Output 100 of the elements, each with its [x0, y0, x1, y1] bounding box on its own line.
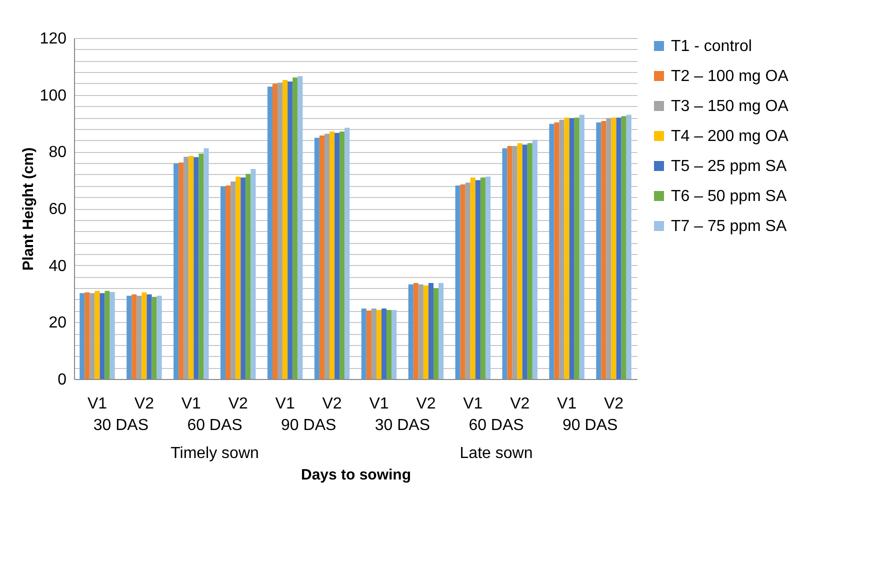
bar — [104, 290, 110, 379]
x-tick-label: V1 — [369, 396, 389, 412]
text: 60 DAS — [468, 417, 524, 434]
bar — [236, 176, 241, 379]
bar — [485, 176, 490, 379]
bar — [366, 310, 372, 379]
bar — [423, 286, 428, 379]
bar — [606, 118, 612, 379]
x-tick-label: V2 — [134, 396, 154, 412]
bar — [433, 288, 439, 379]
bar — [460, 184, 466, 379]
bar — [438, 282, 444, 379]
legend-label: T1 - control — [671, 38, 752, 55]
bar — [324, 134, 330, 379]
bar — [226, 185, 231, 379]
bar — [517, 143, 522, 379]
text: 90 DAS — [281, 417, 336, 434]
y-tick-label: 80 — [48, 144, 67, 162]
bar — [298, 76, 303, 379]
legend-label: T5 – 25 ppm SA — [671, 158, 787, 175]
x-tick-label: V1 — [463, 396, 483, 412]
text: 30 DAS — [374, 417, 430, 434]
bar — [152, 296, 157, 379]
y-axis-title: Plant Height (cm) — [20, 147, 37, 271]
bar — [596, 122, 602, 379]
legend-label: T7 – 75 ppm SA — [671, 218, 787, 235]
bar — [142, 292, 147, 379]
bar — [574, 118, 580, 379]
bar — [344, 128, 350, 379]
bar — [246, 174, 251, 379]
x-tick-label: V1 — [87, 396, 108, 412]
bar — [381, 308, 387, 379]
x-tick-label: V1 — [275, 396, 295, 412]
bar — [272, 84, 278, 379]
bar — [621, 116, 626, 379]
bar — [90, 293, 95, 379]
legend-label: T3 – 150 mg OA — [671, 98, 789, 115]
text: 90 DAS — [562, 417, 618, 434]
bar — [292, 78, 298, 379]
bar — [282, 80, 288, 379]
bar — [174, 163, 179, 379]
bar — [178, 162, 184, 379]
bar — [198, 154, 204, 379]
bar — [413, 282, 418, 379]
bar — [559, 120, 564, 379]
x-tick-label: V1 — [181, 396, 202, 412]
bar — [194, 157, 199, 379]
bar — [502, 148, 508, 379]
bar — [110, 292, 115, 379]
bar — [392, 310, 397, 379]
bar — [361, 308, 366, 379]
bar — [507, 146, 512, 379]
bar — [204, 148, 209, 379]
y-tick-label: 120 — [40, 30, 67, 48]
bar — [371, 308, 376, 379]
x-tick-label: V2 — [416, 396, 436, 412]
x-tick-label: V2 — [510, 396, 530, 412]
bar — [376, 310, 382, 379]
bar — [267, 86, 272, 379]
x-tick-label: V2 — [228, 396, 248, 412]
bar — [330, 131, 335, 379]
bar — [532, 140, 538, 379]
bar — [512, 146, 518, 379]
bar — [408, 284, 414, 379]
bar — [126, 296, 132, 379]
bar — [146, 294, 152, 379]
y-tick-label: 60 — [48, 201, 67, 218]
bar — [220, 186, 226, 379]
legend-label: T4 – 200 mg OA — [671, 128, 789, 145]
bar — [616, 118, 622, 379]
text: 60 DAS — [187, 417, 242, 434]
x-tick-label: V2 — [604, 396, 624, 412]
bar — [611, 118, 616, 379]
y-tick-label: 100 — [40, 87, 67, 104]
bar — [470, 178, 476, 379]
bar — [156, 296, 162, 379]
bar — [230, 182, 236, 379]
bar — [564, 118, 570, 379]
bar — [480, 178, 486, 379]
text: Late sown — [460, 445, 533, 462]
bar — [136, 296, 142, 379]
bar — [334, 132, 340, 379]
legend-label: T6 – 50 ppm SA — [671, 188, 787, 205]
bar — [601, 120, 606, 379]
bar — [569, 118, 574, 379]
bar — [84, 292, 90, 379]
bar — [319, 135, 324, 379]
bar — [250, 169, 256, 379]
bar — [340, 131, 345, 379]
bar — [549, 124, 554, 379]
bar — [626, 114, 632, 379]
y-tick-label: 0 — [58, 372, 67, 388]
bar — [455, 185, 460, 379]
bar — [522, 144, 528, 379]
bar — [554, 122, 560, 379]
x-axis-title: Days to sowing — [300, 466, 412, 484]
bar — [475, 180, 480, 379]
text: Timely sown — [170, 445, 259, 462]
bar — [314, 138, 320, 379]
bar — [579, 114, 584, 379]
